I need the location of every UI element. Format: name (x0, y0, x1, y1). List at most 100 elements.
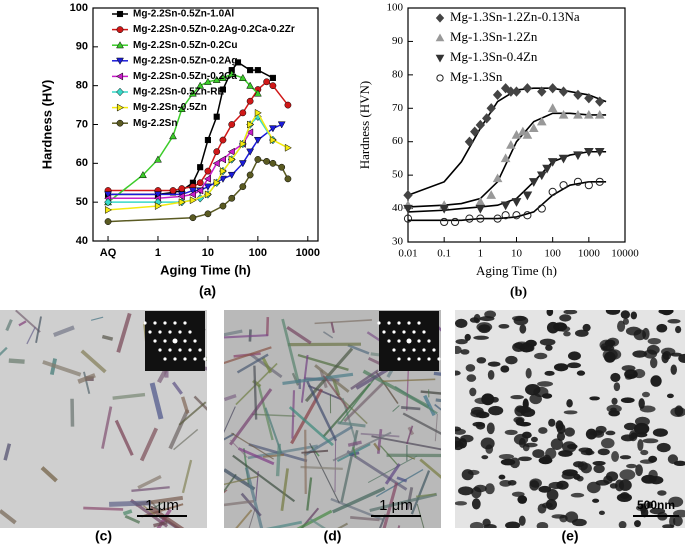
x-tick-label: AQ (100, 247, 117, 259)
diffraction-spot (178, 348, 181, 351)
precipitate (626, 327, 641, 336)
precipitate (514, 434, 528, 445)
precipitate (488, 406, 503, 415)
precipitate (539, 457, 553, 465)
marker (117, 11, 123, 17)
marker (117, 88, 124, 96)
y-tick-label: 50 (392, 169, 404, 181)
precipitate (631, 311, 637, 319)
marker (560, 182, 567, 189)
marker (270, 75, 276, 81)
precipitate (619, 469, 635, 480)
marker (204, 184, 211, 190)
precipitate (640, 406, 656, 413)
precipitate (123, 511, 131, 514)
marker (205, 211, 211, 217)
precipitate (601, 343, 608, 351)
marker (285, 102, 291, 108)
precipitate (508, 480, 517, 486)
panel-label: (b) (510, 285, 527, 300)
precipitate (452, 346, 462, 354)
x-tick-label: 1000 (296, 247, 320, 259)
precipitate (589, 396, 600, 400)
marker (247, 172, 253, 178)
precipitate (648, 456, 657, 463)
marker (197, 164, 203, 170)
legend-label: Mg-1.3Sn-0.4Zn (450, 49, 538, 64)
precipitate (476, 422, 485, 429)
diffraction-spot (417, 321, 420, 324)
precipitate (531, 437, 538, 442)
precipitate (608, 410, 620, 416)
precipitate (662, 524, 674, 528)
diffraction-spot (183, 357, 186, 360)
precipitate (479, 316, 494, 321)
precipitate (548, 419, 555, 427)
marker (487, 191, 495, 198)
marker (270, 83, 276, 89)
precipitate (544, 371, 554, 376)
precipitate (673, 516, 683, 526)
marker (240, 110, 246, 116)
diffraction-spot (178, 330, 181, 333)
panel-label: (e) (561, 528, 578, 544)
x-axis-title: Aging Time (h) (160, 262, 251, 277)
diffraction-spot (153, 339, 156, 342)
x-tick-label: 0.01 (398, 248, 417, 260)
precipitate (519, 324, 526, 333)
precipitate (487, 422, 495, 434)
diffraction-spot (387, 321, 390, 324)
diffraction-spot (417, 357, 420, 360)
y-tick-label: 100 (70, 2, 88, 14)
precipitate (485, 444, 493, 454)
precipitate (477, 357, 487, 363)
scale-bar-label: 1 μm (379, 497, 413, 514)
legend-label: Mg-2.2Sn (133, 118, 177, 129)
precipitate (556, 481, 568, 490)
precipitate (621, 310, 630, 319)
series-line (108, 82, 288, 191)
x-tick-label: 10 (202, 247, 214, 259)
marker (404, 191, 412, 200)
y-tick-label: 40 (76, 235, 88, 247)
marker (507, 141, 515, 148)
precipitate (485, 483, 495, 494)
precipitate (542, 393, 552, 398)
legend-label: Mg-2.2Sn-0.5Zn (133, 102, 207, 113)
precipitate (514, 342, 530, 350)
marker (440, 205, 448, 212)
marker (574, 152, 582, 159)
diffraction-spot (173, 357, 176, 360)
precipitate (587, 482, 601, 494)
marker (560, 111, 568, 118)
precipitate (558, 326, 570, 332)
marker (476, 205, 484, 212)
scale-bar-label: 1 μm (145, 497, 179, 514)
marker (255, 156, 261, 162)
x-tick-label: 100 (544, 248, 561, 260)
diffraction-spot (143, 321, 146, 324)
precipitate (650, 375, 661, 387)
precipitate (466, 374, 476, 382)
marker (170, 187, 176, 193)
precipitate (620, 492, 630, 499)
y-axis-title: Hardness (HV) (39, 80, 54, 170)
y-tick-label: 40 (392, 202, 404, 214)
y-tick-label: 50 (76, 196, 88, 208)
legend-label: Mg-2.2Sn-0.5Zn-0.2Ag-0.2Ca-0.2Zr (133, 24, 295, 35)
precipitate (267, 317, 268, 336)
precipitate (657, 490, 666, 495)
precipitate (667, 394, 674, 399)
precipitate (499, 454, 514, 459)
precipitate (660, 305, 673, 315)
precipitate (623, 318, 629, 325)
precipitate (605, 431, 615, 436)
legend-label: Mg-2.2Sn-0.5Zn-RE (133, 87, 224, 98)
precipitate (472, 498, 481, 509)
x-tick-label: 1 (155, 247, 161, 259)
precipitate (593, 461, 606, 465)
precipitate (621, 434, 635, 441)
diffraction-spot (397, 357, 400, 360)
legend-label: Mg-1.3Sn-1.2Zn (450, 29, 538, 44)
